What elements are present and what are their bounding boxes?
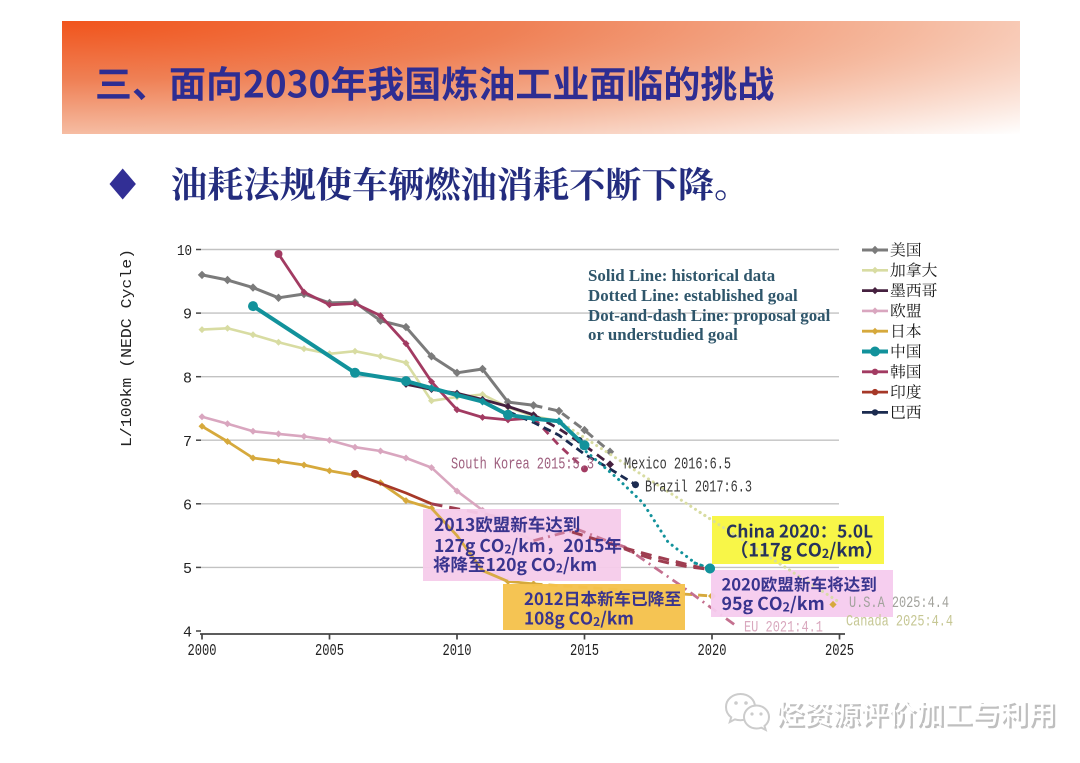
svg-text:2005: 2005 <box>315 641 344 660</box>
svg-text:Brazil 2017:6.3: Brazil 2017:6.3 <box>645 479 752 498</box>
svg-text:Solid Line: historical data: Solid Line: historical data <box>588 266 776 285</box>
svg-text:4: 4 <box>183 625 192 642</box>
svg-text:South Korea 2015:5.3: South Korea 2015:5.3 <box>451 456 594 475</box>
svg-text:Dotted Line: established goal: Dotted Line: established goal <box>588 286 798 305</box>
svg-text:5: 5 <box>183 561 192 578</box>
svg-text:2025: 2025 <box>825 641 854 660</box>
svg-text:2020: 2020 <box>698 641 727 660</box>
svg-text:9: 9 <box>183 307 192 324</box>
svg-text:U.S.A 2025:4.4: U.S.A 2025:4.4 <box>849 594 949 612</box>
svg-text:L/100km (NEDC Cycle): L/100km (NEDC Cycle) <box>119 249 136 447</box>
svg-text:2015: 2015 <box>570 641 599 660</box>
svg-text:or understudied goal: or understudied goal <box>588 325 738 344</box>
svg-text:EU 2021:4.1: EU 2021:4.1 <box>744 619 823 637</box>
svg-text:Canada 2025:4.4: Canada 2025:4.4 <box>846 613 953 631</box>
svg-text:7: 7 <box>183 434 192 451</box>
svg-text:Mexico 2016:6.5: Mexico 2016:6.5 <box>624 456 731 475</box>
svg-text:2010: 2010 <box>443 641 472 660</box>
svg-text:2000: 2000 <box>188 641 217 660</box>
svg-text:10: 10 <box>177 243 192 260</box>
svg-text:6: 6 <box>183 497 192 514</box>
svg-text:8: 8 <box>183 370 192 387</box>
svg-text:Dot-and-dash Line: proposal go: Dot-and-dash Line: proposal goal <box>588 306 831 325</box>
